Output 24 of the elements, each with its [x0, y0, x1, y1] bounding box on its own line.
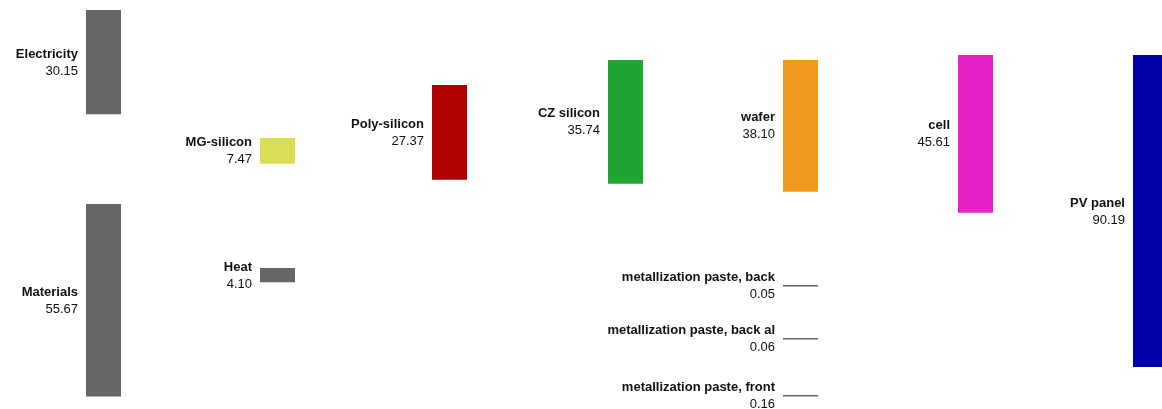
data-label: 4.10	[226, 275, 252, 291]
category-label: MG-silicon	[185, 134, 253, 150]
data-label: 35.74	[567, 122, 600, 138]
category-label: metallization paste, front	[621, 379, 776, 395]
data-label: 30.15	[45, 62, 78, 78]
category-label: wafer	[740, 109, 775, 125]
data-label: 7.47	[226, 151, 252, 167]
category-label: Electricity	[15, 45, 79, 61]
category-label: CZ silicon	[537, 105, 601, 121]
category-label: Heat	[223, 258, 253, 274]
data-label: 0.05	[749, 286, 775, 302]
data-label: 38.10	[742, 126, 775, 142]
data-label: 0.06	[749, 339, 775, 355]
data-label: 55.67	[45, 300, 78, 316]
category-label: metallization paste, back al	[607, 322, 775, 338]
data-label: 90.19	[1092, 211, 1125, 227]
data-label: 27.37	[391, 132, 424, 148]
category-label: cell	[928, 117, 950, 133]
data-label: 45.61	[917, 134, 950, 150]
category-label: Poly-silicon	[351, 115, 425, 131]
category-label: metallization paste, back	[621, 269, 776, 285]
category-label: Materials	[21, 283, 78, 299]
data-label: 0.16	[749, 396, 775, 409]
category-label: PV panel	[1070, 194, 1125, 210]
